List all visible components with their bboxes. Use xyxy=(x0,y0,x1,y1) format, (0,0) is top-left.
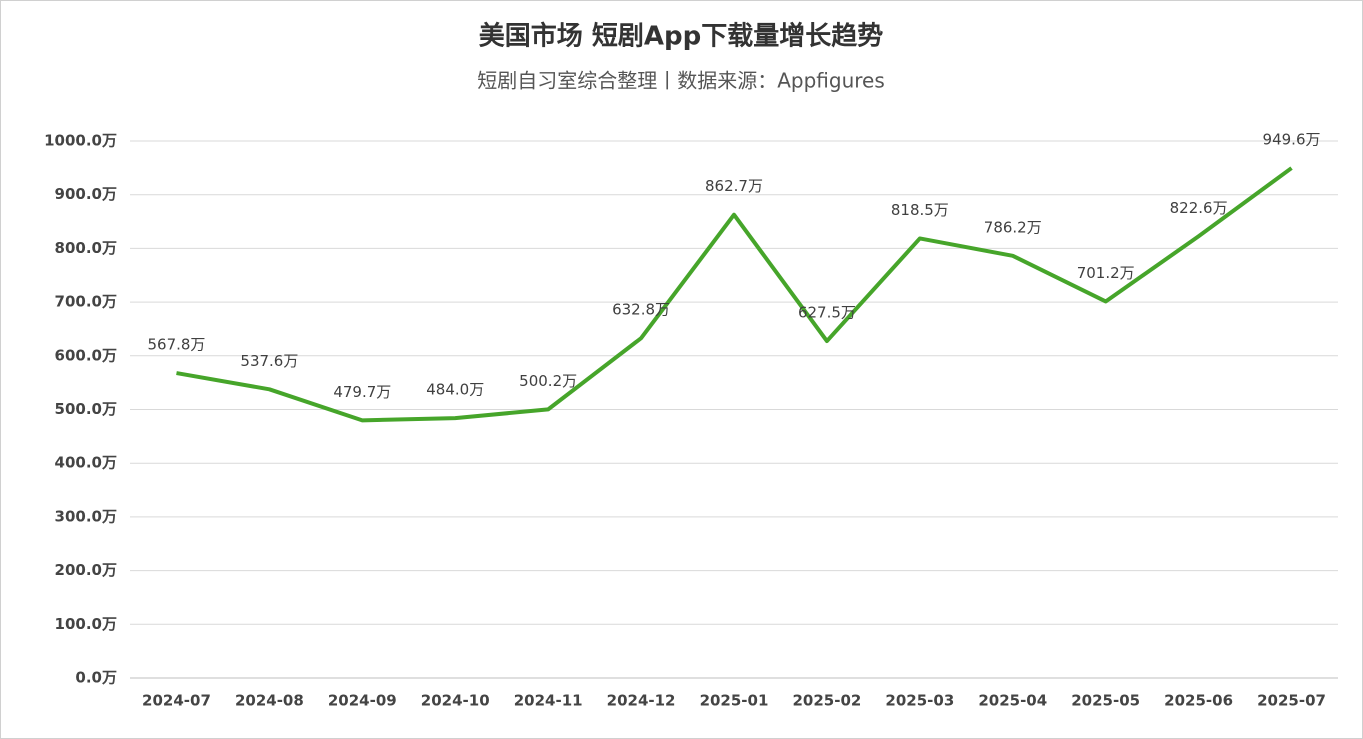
y-tick-label: 800.0万 xyxy=(55,239,117,257)
data-label: 786.2万 xyxy=(984,218,1042,236)
data-label: 627.5万 xyxy=(798,304,856,322)
y-tick-label: 300.0万 xyxy=(55,507,117,525)
y-tick-label: 400.0万 xyxy=(55,454,117,472)
data-label: 479.7万 xyxy=(333,383,391,401)
data-label: 500.2万 xyxy=(519,372,577,390)
data-label: 632.8万 xyxy=(612,301,670,319)
x-tick-label: 2025-05 xyxy=(1071,692,1140,710)
y-tick-label: 200.0万 xyxy=(55,561,117,579)
x-tick-label: 2024-11 xyxy=(514,692,583,710)
data-label: 537.6万 xyxy=(240,352,298,370)
x-tick-label: 2025-07 xyxy=(1257,692,1326,710)
y-tick-label: 700.0万 xyxy=(55,293,117,311)
data-label: 701.2万 xyxy=(1077,264,1135,282)
x-tick-label: 2025-04 xyxy=(978,692,1047,710)
x-tick-label: 2024-07 xyxy=(142,692,211,710)
data-label: 818.5万 xyxy=(891,201,949,219)
x-tick-label: 2025-01 xyxy=(700,692,769,710)
y-tick-label: 1000.0万 xyxy=(44,132,117,150)
chart-subtitle: 短剧自习室综合整理丨数据来源：Appfigures xyxy=(477,69,885,93)
y-tick-label: 100.0万 xyxy=(55,615,117,633)
data-label: 949.6万 xyxy=(1263,131,1321,149)
data-label: 484.0万 xyxy=(426,381,484,399)
data-line xyxy=(176,166,1293,423)
x-tick-label: 2024-09 xyxy=(328,692,397,710)
x-tick-label: 2025-03 xyxy=(885,692,954,710)
x-tick-label: 2025-06 xyxy=(1164,692,1233,710)
y-tick-label: 0.0万 xyxy=(75,669,117,687)
x-tick-label: 2024-10 xyxy=(421,692,490,710)
y-tick-label: 600.0万 xyxy=(55,346,117,364)
y-tick-label: 900.0万 xyxy=(55,185,117,203)
x-tick-label: 2024-12 xyxy=(607,692,676,710)
y-tick-label: 500.0万 xyxy=(55,400,117,418)
x-tick-label: 2024-08 xyxy=(235,692,304,710)
data-label: 567.8万 xyxy=(147,336,205,354)
data-label: 822.6万 xyxy=(1170,199,1228,217)
x-tick-label: 2025-02 xyxy=(792,692,861,710)
data-label: 862.7万 xyxy=(705,177,763,195)
chart-title: 美国市场 短剧App下载量增长趋势 xyxy=(479,21,883,52)
